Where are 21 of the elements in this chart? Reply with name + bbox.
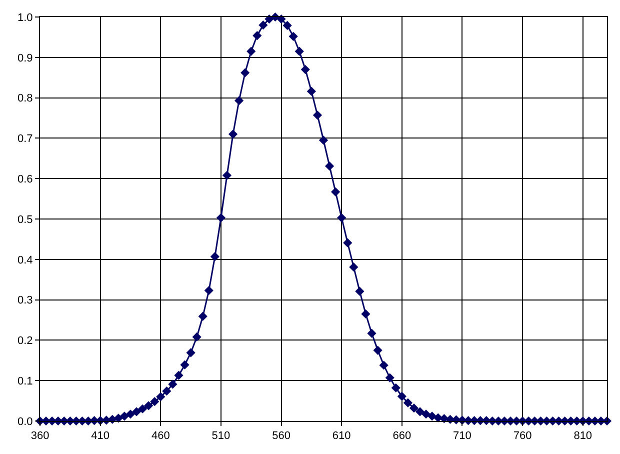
- x-tick-label: 810: [574, 430, 592, 442]
- y-tick-label: 0.7: [18, 133, 33, 146]
- x-tick-label: 560: [272, 430, 290, 442]
- y-tick-label: 0.8: [18, 92, 33, 105]
- y-tick-label: 0.4: [18, 254, 33, 266]
- y-tick-label: 1.0: [18, 12, 33, 24]
- y-tick-label: 0.9: [18, 52, 33, 64]
- x-tick-label: 460: [151, 430, 170, 442]
- x-tick-label: 510: [212, 430, 230, 442]
- y-tick-label: 0.0: [18, 416, 33, 428]
- x-tick-label: 660: [392, 430, 412, 442]
- x-tick-label: 610: [332, 430, 351, 442]
- y-tick-label: 0.3: [18, 294, 33, 307]
- x-tick-label: 710: [453, 430, 472, 442]
- x-tick-label: 410: [91, 430, 110, 442]
- y-tick-label: 0.1: [18, 375, 33, 388]
- y-tick-label: 0.2: [18, 335, 33, 348]
- y-tick-label: 0.6: [18, 173, 33, 186]
- y-tick-label: 0.5: [18, 214, 33, 226]
- x-tick-label: 760: [513, 430, 532, 442]
- x-tick-label: 360: [30, 430, 50, 442]
